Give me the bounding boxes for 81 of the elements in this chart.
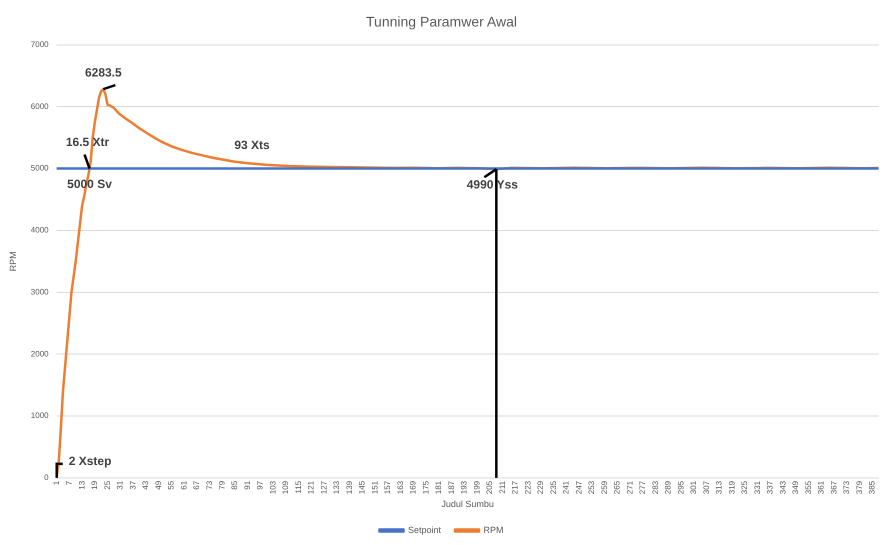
x-tick-label: 97: [256, 480, 265, 490]
x-tick-label: 331: [752, 480, 762, 494]
legend-label: RPM: [484, 524, 504, 535]
x-tick-label: 187: [446, 480, 456, 494]
x-tick-label: 211: [498, 480, 507, 494]
y-axis-title: RPM: [8, 251, 18, 272]
x-tick-label: 229: [536, 480, 546, 494]
annotation: 2 Xstep: [68, 454, 112, 468]
y-tick-label: 5000: [30, 164, 50, 173]
x-tick-label: 151: [370, 480, 380, 494]
annotation: 6283.5: [84, 65, 122, 80]
y-tick-label: 6000: [30, 102, 50, 111]
x-tick-label: 355: [804, 480, 813, 494]
x-tick-label: 361: [816, 480, 826, 494]
x-tick-label: 289: [664, 480, 673, 494]
x-tick-label: 61: [179, 480, 188, 490]
x-tick-label: 25: [102, 480, 112, 490]
x-tick-label: 313: [714, 480, 724, 494]
x-tick-label: 115: [294, 480, 303, 494]
x-tick-label: 79: [218, 480, 226, 490]
x-tick-label: 7: [64, 480, 74, 486]
x-tick-label: 373: [842, 480, 852, 494]
x-tick-label: 193: [460, 480, 469, 494]
x-tick-label: 19: [90, 480, 100, 490]
y-tick-label: 0: [44, 473, 50, 482]
x-tick-label: 337: [766, 480, 775, 494]
x-tick-label: 307: [702, 480, 711, 494]
x-tick-label: 109: [281, 480, 290, 494]
x-tick-label: 205: [485, 480, 494, 494]
x-tick-label: 301: [689, 480, 698, 494]
x-tick-label: 379: [854, 480, 864, 494]
x-tick-label: 73: [204, 480, 214, 490]
x-axis-title: Judul Sumbu: [441, 499, 494, 510]
y-tick-label: 3000: [30, 287, 50, 296]
y-tick-label: 7000: [30, 40, 50, 50]
x-tick-label: 49: [154, 480, 163, 490]
x-tick-label: 13: [77, 480, 86, 490]
x-tick-label: 181: [434, 480, 444, 494]
x-tick-label: 343: [778, 480, 788, 494]
y-tick-label: 1000: [30, 411, 50, 420]
chart-title: Tunning Paramwer Awal: [366, 13, 517, 30]
x-tick-label: 247: [574, 480, 584, 494]
x-tick-label: 67: [192, 480, 202, 490]
x-tick-label: 175: [421, 480, 430, 494]
x-tick-label: 265: [612, 480, 622, 494]
x-tick-label: 223: [523, 480, 532, 494]
y-tick-label: 4000: [30, 226, 50, 235]
x-tick-label: 55: [166, 480, 176, 490]
annotation: 93 Xts: [234, 138, 270, 152]
x-tick-label: 271: [625, 480, 634, 494]
x-tick-label: 85: [230, 480, 240, 490]
x-tick-label: 163: [396, 480, 405, 494]
x-tick-label: 319: [727, 480, 736, 494]
x-tick-label: 283: [650, 480, 660, 494]
x-tick-label: 199: [472, 480, 482, 494]
x-tick-label: 277: [638, 480, 648, 494]
x-tick-label: 91: [242, 480, 252, 490]
x-tick-label: 43: [141, 480, 150, 490]
x-tick-label: 169: [408, 480, 418, 494]
x-tick-label: 385: [868, 480, 877, 494]
x-tick-label: 253: [587, 480, 596, 494]
x-tick-label: 139: [344, 480, 354, 494]
x-tick-label: 349: [791, 480, 800, 494]
x-tick-label: 241: [562, 480, 571, 494]
x-tick-label: 1: [52, 480, 61, 486]
x-tick-label: 367: [829, 480, 838, 494]
x-tick-label: 259: [600, 480, 609, 494]
x-tick-label: 157: [383, 480, 392, 494]
x-tick-label: 133: [332, 480, 342, 494]
x-tick-label: 145: [358, 480, 367, 494]
x-tick-label: 325: [740, 480, 750, 494]
x-tick-label: 121: [306, 480, 316, 494]
x-tick-label: 217: [510, 480, 520, 494]
y-tick-label: 2000: [30, 349, 50, 358]
x-tick-label: 103: [268, 480, 278, 494]
x-tick-label: 127: [319, 480, 328, 494]
x-tick-label: 235: [548, 480, 558, 494]
x-tick-label: 37: [128, 480, 138, 490]
legend-label: Setpoint: [408, 524, 442, 535]
x-tick-label: 295: [676, 480, 686, 494]
x-tick-label: 31: [116, 480, 125, 490]
